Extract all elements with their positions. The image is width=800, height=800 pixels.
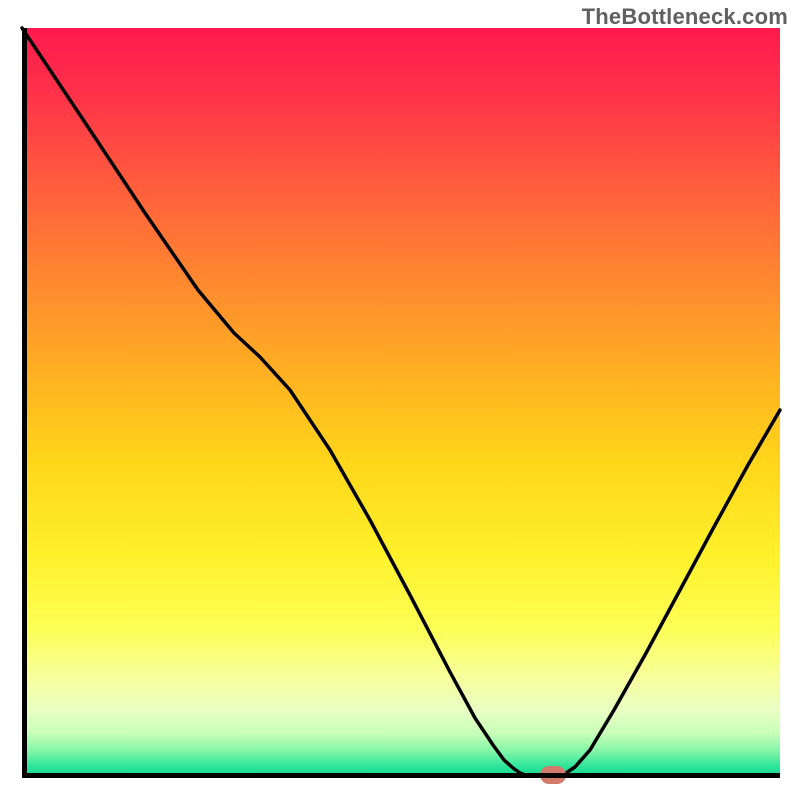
x-axis (22, 773, 780, 778)
chart-container: TheBottleneck.com (0, 0, 800, 800)
bottleneck-curve (22, 28, 780, 775)
attribution-label: TheBottleneck.com (582, 4, 788, 30)
curve-plot (0, 0, 800, 800)
y-axis (22, 28, 27, 778)
